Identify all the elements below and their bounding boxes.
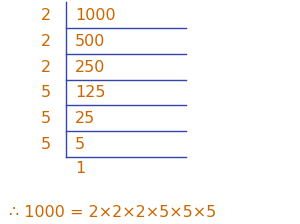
Text: 25: 25 xyxy=(75,111,95,126)
Text: 5: 5 xyxy=(41,86,51,100)
Text: 500: 500 xyxy=(75,34,105,49)
Text: 2: 2 xyxy=(41,60,51,75)
Text: 2: 2 xyxy=(41,34,51,49)
Text: 2: 2 xyxy=(41,8,51,23)
Text: ∴ 1000 = 2×2×2×5×5×5: ∴ 1000 = 2×2×2×5×5×5 xyxy=(9,205,216,220)
Text: 125: 125 xyxy=(75,86,106,100)
Text: 5: 5 xyxy=(75,137,85,152)
Text: 5: 5 xyxy=(41,111,51,126)
Text: 5: 5 xyxy=(41,137,51,152)
Text: 250: 250 xyxy=(75,60,105,75)
Text: 1: 1 xyxy=(75,162,85,177)
Text: 1000: 1000 xyxy=(75,8,116,23)
